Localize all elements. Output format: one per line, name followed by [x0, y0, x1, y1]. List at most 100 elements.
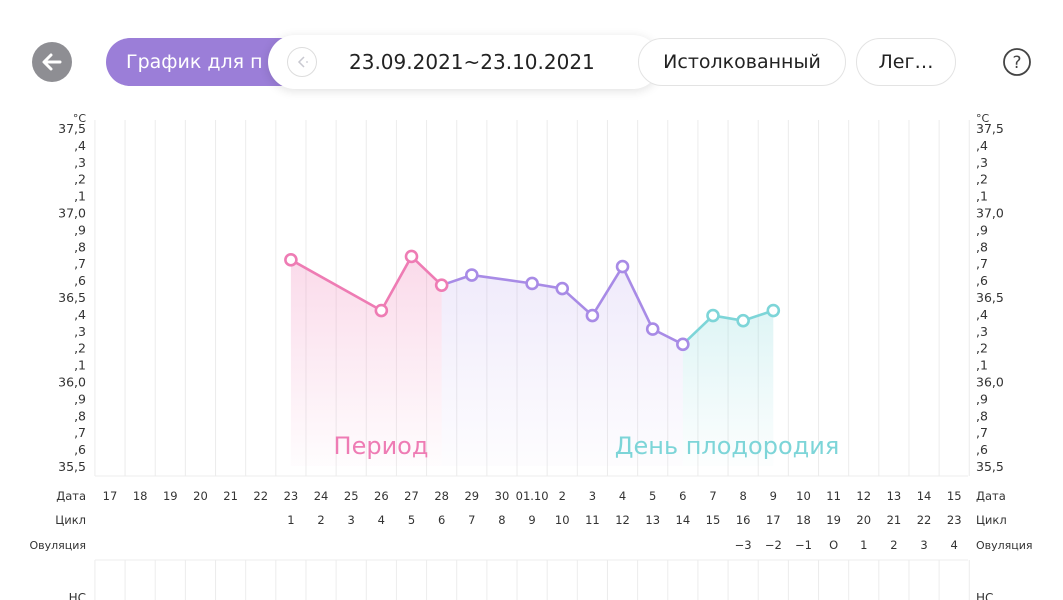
y-tick-label: ,6 [74, 442, 86, 457]
y-tick-label: 36,5 [976, 290, 1004, 305]
data-point [434, 278, 449, 292]
y-tick-label: ,9 [74, 391, 86, 406]
ovulation-mark: 4 [951, 538, 958, 552]
y-tick-label: ,7 [976, 256, 988, 271]
date-label: 26 [374, 489, 389, 503]
date-label: 7 [709, 489, 716, 503]
date-label: 23 [284, 489, 299, 503]
ovulation-mark: O [829, 538, 838, 552]
cycle-day-label: 22 [917, 513, 932, 527]
date-label: 15 [947, 489, 962, 503]
svg-text:?: ? [1012, 53, 1021, 73]
date-label: 29 [464, 489, 479, 503]
date-label: 14 [917, 489, 932, 503]
cycle-day-label: 16 [736, 513, 751, 527]
y-tick-label: ,4 [976, 138, 988, 153]
date-label: 6 [679, 489, 686, 503]
y-tick-label: ,7 [976, 425, 988, 440]
ovulation-mark: −3 [735, 538, 752, 552]
y-tick-label: 37,5 [976, 121, 1004, 136]
date-label: 17 [103, 489, 118, 503]
help-icon: ? [1003, 48, 1031, 76]
period-annotation: Период [334, 432, 429, 460]
date-label: 3 [589, 489, 596, 503]
date-label: 28 [434, 489, 449, 503]
date-label: 01.10 [516, 489, 549, 503]
legend-button[interactable]: Лег… [856, 38, 956, 86]
series-fill [441, 266, 683, 466]
y-tick-label: ,1 [976, 189, 988, 204]
axis-unit-right: °C [976, 112, 990, 125]
data-point [736, 313, 750, 328]
ovulation-mark: 3 [920, 538, 927, 552]
y-tick-label: 36,5 [58, 290, 86, 305]
y-tick-label: ,3 [976, 155, 988, 170]
row-label-ovulation: Овуляция [976, 539, 1033, 552]
row-label-cycle: Цикл [55, 513, 86, 527]
data-point [766, 303, 781, 318]
axis-unit-left: °C [73, 112, 87, 125]
cycle-day-label: 15 [706, 513, 721, 527]
date-label: 11 [826, 489, 841, 503]
cycle-day-label: 8 [498, 513, 505, 527]
y-tick-label: ,6 [976, 273, 988, 288]
ovulation-mark: −2 [765, 538, 782, 552]
cycle-day-label: 11 [585, 513, 600, 527]
data-point [374, 303, 389, 318]
y-tick-label: ,2 [74, 341, 86, 356]
date-label: 12 [856, 489, 871, 503]
date-range-selector[interactable]: 23.09.2021~23.10.2021 [268, 35, 660, 89]
y-tick-label: ,1 [976, 358, 988, 373]
y-tick-label: ,6 [74, 273, 86, 288]
date-label: 13 [887, 489, 902, 503]
series-fill [290, 256, 442, 466]
y-tick-label: ,8 [74, 239, 86, 254]
y-tick-label: ,3 [976, 324, 988, 339]
date-label: 24 [314, 489, 329, 503]
y-tick-label: ,2 [74, 172, 86, 187]
cycle-day-label: 4 [378, 513, 385, 527]
data-point [615, 259, 630, 274]
date-label: 22 [253, 489, 268, 503]
y-tick-label: 37,0 [58, 206, 86, 221]
y-tick-label: ,3 [74, 324, 86, 339]
back-button[interactable] [32, 42, 72, 82]
cycle-day-label: 1 [287, 513, 294, 527]
date-label: 18 [133, 489, 148, 503]
series-line [441, 265, 684, 346]
date-label: 25 [344, 489, 359, 503]
cycle-day-label: 7 [468, 513, 475, 527]
data-point [284, 253, 298, 267]
data-point [706, 308, 720, 323]
y-tick-label: ,7 [74, 425, 86, 440]
data-point [645, 322, 660, 336]
date-label: 27 [404, 489, 419, 503]
row-label-date: Дата [56, 489, 86, 503]
date-label: 5 [649, 489, 656, 503]
y-tick-label: ,6 [976, 442, 988, 457]
chevron-left-icon [297, 56, 308, 68]
cycle-day-label: 21 [887, 513, 902, 527]
interpreted-button[interactable]: Истолкованный [638, 38, 846, 86]
range-prev-button[interactable] [287, 47, 317, 77]
help-button[interactable]: ? [1002, 47, 1032, 77]
cycle-day-label: 12 [615, 513, 630, 527]
row-label-cycle: Цикл [976, 513, 1007, 527]
cycle-day-label: 5 [408, 513, 415, 527]
date-range-label: 23.09.2021~23.10.2021 [349, 50, 595, 74]
y-tick-label: ,1 [74, 358, 86, 373]
y-tick-label: 37,0 [976, 206, 1004, 221]
y-tick-label: ,9 [976, 222, 988, 237]
cycle-day-label: 14 [676, 513, 691, 527]
series-fill [682, 310, 774, 466]
row-label-nc: НС [976, 591, 993, 600]
date-label: 10 [796, 489, 811, 503]
cycle-day-label: 3 [348, 513, 355, 527]
y-tick-label: ,4 [976, 307, 988, 322]
data-point [404, 249, 419, 264]
y-tick-label: ,8 [976, 408, 988, 423]
date-label: 30 [495, 489, 510, 503]
y-tick-label: ,9 [976, 391, 988, 406]
date-label: 4 [619, 489, 626, 503]
